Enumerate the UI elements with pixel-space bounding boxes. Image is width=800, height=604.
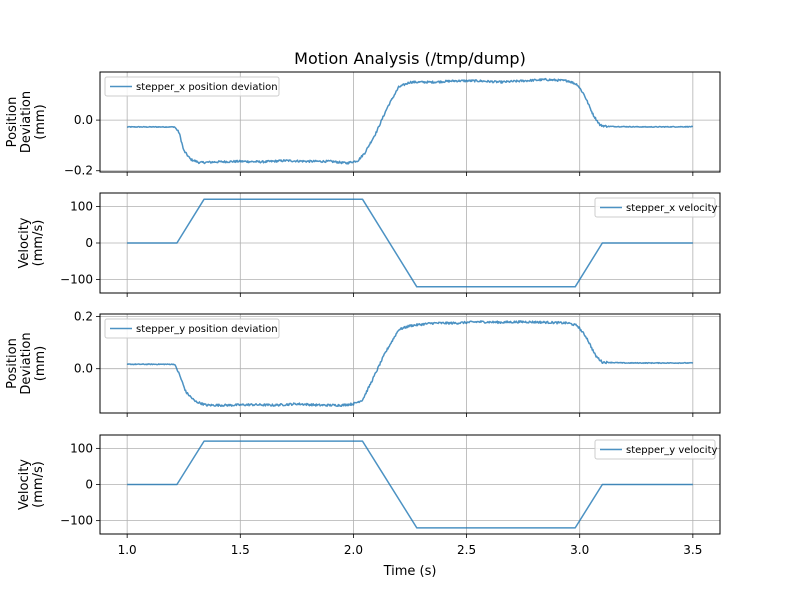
y-axis-label: Velocity [17, 217, 32, 268]
legend-box [594, 197, 716, 218]
axes-frame [99, 71, 721, 173]
panel-2: 100 0 −100 Velocity (mm/s) stepper_x velocity [17, 192, 721, 297]
series-line [127, 198, 693, 288]
y-tick-label: −100 [60, 514, 93, 528]
series-line [127, 440, 693, 529]
legend-box [104, 318, 280, 339]
x-tick-label: 2.0 [344, 543, 363, 557]
chart-title: Motion Analysis (/tmp/dump) [294, 49, 526, 68]
series-line [126, 320, 694, 408]
y-tick-label: 0.0 [74, 362, 93, 376]
y-axis-label: Velocity [17, 459, 32, 510]
panel-1: 0.0 −0.2 Position Deviation (mm) stepper_x po… [5, 71, 721, 178]
series-line [126, 77, 694, 165]
y-axis-label: (mm/s) [31, 461, 46, 508]
y-tick-label: −0.2 [64, 164, 93, 178]
y-tick-label: −100 [60, 272, 93, 286]
y-tick-label: 0 [85, 478, 93, 492]
x-axis-label: Time (s) [383, 564, 437, 579]
axes-frame [99, 313, 721, 414]
legend-label: stepper_x velocity [626, 203, 718, 214]
y-tick-label: 100 [70, 200, 93, 214]
y-axis-label: (mm) [33, 104, 48, 139]
y-tick-label: 0.2 [74, 310, 93, 324]
legend-label: stepper_y velocity [626, 445, 718, 456]
panel-4: 1.0 1.5 2.0 2.5 3.0 3.5 100 0 −100 Velocity (mm/s)… [17, 434, 721, 557]
legend-label: stepper_y position deviation [136, 324, 278, 335]
x-tick-label: 2.5 [457, 543, 476, 557]
legend-label: stepper_x position deviation [136, 82, 278, 93]
legend-box [104, 76, 280, 97]
y-axis-label: Position [5, 97, 20, 148]
x-tick-label: 1.5 [231, 543, 250, 557]
y-axis-label: Deviation [19, 91, 34, 153]
legend-box [594, 439, 716, 460]
y-axis-label: Position [5, 338, 20, 389]
y-axis-label: (mm/s) [31, 220, 46, 267]
panel-3: 0.2 0.0 Position Deviation (mm) stepper_y pos… [5, 310, 721, 417]
x-tick-label: 3.5 [683, 543, 702, 557]
y-tick-label: 100 [70, 441, 93, 455]
axes-frame [99, 434, 721, 535]
y-axis-label: Deviation [19, 332, 34, 394]
x-tick-label: 3.0 [570, 543, 589, 557]
y-tick-label: 0.0 [74, 113, 93, 127]
y-tick-label: 0 [85, 236, 93, 250]
axes-frame [99, 192, 721, 294]
y-axis-label: (mm) [33, 346, 48, 381]
x-tick-label: 1.0 [118, 543, 137, 557]
